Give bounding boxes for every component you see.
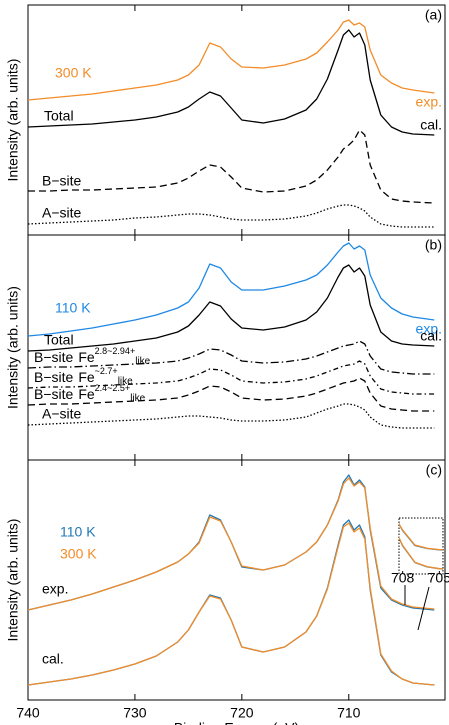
panel-frame	[27, 234, 446, 461]
label-part: 2.4~2.5+	[95, 383, 131, 393]
cal-label: cal.	[42, 651, 64, 667]
y-axis-label: Intensity (arb. units)	[5, 59, 21, 182]
label-part: like	[130, 393, 145, 404]
spectrum-line	[27, 403, 435, 429]
exp-label: exp.	[42, 581, 68, 597]
series-label: A−site	[42, 406, 82, 422]
series-label: B−site Fe2.4~2.5+like	[34, 383, 146, 403]
cal-label: cal.	[420, 328, 442, 344]
spectrum-line	[27, 19, 435, 101]
spectrum-line	[399, 522, 443, 551]
spectrum-line	[27, 340, 435, 375]
panel-label: (a)	[425, 7, 442, 23]
y-axis-label: Intensity (arb. units)	[5, 286, 21, 409]
spectrum-line	[28, 129, 435, 204]
series-label: Total	[44, 332, 74, 348]
series-label: B−site Fe~2.7+like	[34, 366, 133, 386]
series-label: B−site	[42, 173, 82, 189]
x-axis-label: Binding Energy (eV)	[174, 720, 299, 725]
cal-label: cal.	[420, 117, 442, 133]
label-part: like	[135, 356, 150, 367]
spectrum-line	[399, 536, 443, 570]
x-tick-label: 730	[123, 705, 147, 721]
panel-frame	[27, 459, 446, 701]
label-part: B−site	[34, 386, 74, 402]
spectrum-line	[27, 242, 435, 337]
label-part: like	[118, 376, 133, 387]
exp-label: exp.	[416, 321, 442, 337]
series-label: 110 K	[60, 524, 96, 540]
spectrum-line	[27, 522, 435, 686]
y-axis-label: Intensity (arb. units)	[5, 519, 21, 642]
series-label: 300 K	[60, 546, 97, 562]
series-label: 300 K	[55, 65, 92, 81]
panel-label: (c)	[426, 462, 442, 478]
series-label: 110 K	[55, 300, 91, 316]
panel-label: (b)	[425, 237, 442, 253]
label-part: ~2.7+	[95, 366, 118, 376]
label-part: 2.8~2.94+	[95, 346, 136, 356]
series-label: Total	[44, 108, 74, 124]
spectrum-line	[27, 477, 435, 611]
inset-pointer	[417, 586, 430, 631]
exp-label: exp.	[416, 94, 442, 110]
spectrum-line	[27, 204, 435, 228]
x-tick-label: 710	[337, 705, 361, 721]
spectrum-line	[27, 264, 435, 352]
series-label: B−site Fe2.8~2.94+like	[34, 346, 151, 366]
x-tick-label: 740	[16, 705, 40, 721]
inset-tick-label: 705	[428, 570, 449, 586]
label-part: Fe	[78, 386, 95, 402]
label-part: B−site	[34, 369, 74, 385]
spectrum-line	[27, 29, 435, 136]
series-label: A−site	[42, 205, 82, 221]
label-part: Fe	[78, 369, 95, 385]
label-part: B−site	[34, 349, 74, 365]
inset-plot	[399, 522, 443, 570]
x-tick-label: 720	[230, 705, 254, 721]
label-part: Fe	[78, 349, 95, 365]
panel-frame	[27, 4, 446, 236]
spectrum-line	[27, 360, 435, 395]
inset-tick-label: 708	[391, 570, 415, 586]
